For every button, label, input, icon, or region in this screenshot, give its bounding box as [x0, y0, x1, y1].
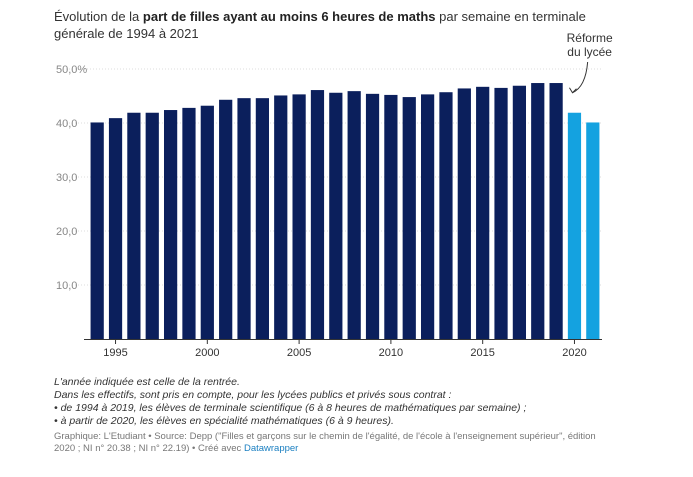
bar — [237, 98, 251, 339]
bar — [457, 88, 471, 339]
x-tick-label: 2020 — [562, 347, 586, 359]
bar — [219, 99, 233, 339]
bar — [494, 87, 508, 340]
note-line: • à partir de 2020, les élèves en spécia… — [54, 415, 394, 427]
bar — [274, 95, 288, 340]
bar — [476, 86, 490, 339]
bar — [512, 85, 527, 340]
y-tick-label: 30,0 — [56, 172, 77, 184]
annotation-line: du lycée — [567, 45, 612, 59]
bar — [292, 94, 306, 339]
x-tick-label: 2010 — [379, 347, 403, 359]
bar — [255, 98, 270, 339]
bar — [365, 93, 380, 339]
bar — [108, 118, 123, 339]
bar — [531, 83, 545, 339]
bar — [90, 122, 104, 340]
chart-notes: L'année indiquée est celle de la rentrée… — [54, 376, 654, 428]
bar — [347, 91, 361, 339]
annotation-arrow-line — [572, 61, 589, 94]
bar — [145, 112, 159, 340]
y-tick-label: 20,0 — [56, 226, 77, 238]
bar-chart: 10,0 20,0 30,0 40,0 50,0% 1995 2000 2005 2010 201… — [56, 31, 613, 359]
bar — [200, 105, 214, 339]
y-tick-label: 50,0% — [56, 64, 87, 76]
annotation-line: Réforme — [567, 31, 613, 45]
bar — [567, 112, 582, 340]
x-tick-label: 2015 — [470, 347, 494, 359]
bar — [329, 92, 343, 339]
y-tick-label: 10,0 — [56, 280, 77, 292]
x-tick-label: 1995 — [103, 347, 127, 359]
bar — [127, 112, 141, 340]
bar — [549, 83, 563, 339]
title-bold: part de filles ayant au moins 6 heures d… — [142, 9, 436, 24]
title-prefix: Évolution de la — [54, 9, 143, 24]
note-line: L'année indiquée est celle de la rentrée… — [54, 376, 240, 388]
chart-credit: Graphique: L'Etudiant • Source: Depp ("F… — [54, 431, 614, 455]
credit-text: Graphique: L'Etudiant • Source: Depp ("F… — [54, 431, 596, 454]
y-tick-label: 40,0 — [56, 118, 77, 130]
bar — [310, 90, 325, 339]
bar — [420, 94, 435, 339]
bar — [439, 92, 453, 339]
note-line: • de 1994 à 2019, les élèves de terminal… — [54, 402, 527, 414]
bar — [163, 110, 178, 339]
note-line: Dans les effectifs, sont pris en compte,… — [54, 389, 452, 401]
annotation-arrow-head — [569, 87, 577, 94]
bar — [182, 107, 196, 339]
chart-title: Évolution de la part de filles ayant au … — [54, 8, 634, 42]
x-tick-label: 2000 — [195, 347, 219, 359]
bar — [402, 97, 416, 339]
x-tick-label: 2005 — [287, 347, 311, 359]
datawrapper-link[interactable]: Datawrapper — [243, 443, 299, 454]
title-suffix: par semaine en terminale générale de 199… — [54, 9, 586, 41]
bar — [586, 122, 600, 340]
bar — [384, 94, 398, 339]
